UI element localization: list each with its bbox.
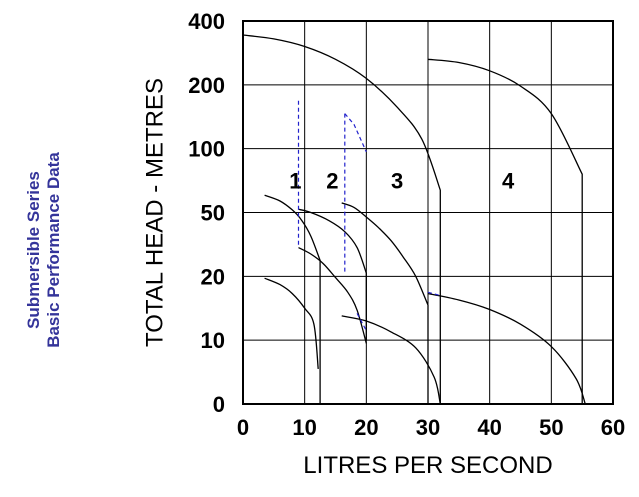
x-tick-label: 30 bbox=[416, 415, 440, 440]
y-tick-labels: 0 10 20 50 100 200 400 bbox=[188, 9, 225, 417]
x-tick-label: 20 bbox=[354, 415, 378, 440]
region-label: 4 bbox=[502, 169, 515, 194]
x-tick-label: 40 bbox=[477, 415, 501, 440]
y-tick-label: 400 bbox=[188, 9, 225, 34]
crossover-curve bbox=[356, 313, 367, 331]
x-tick-label: 10 bbox=[292, 415, 316, 440]
performance-curve bbox=[242, 34, 441, 404]
performance-curve bbox=[427, 58, 583, 404]
y-tick-label: 20 bbox=[201, 264, 225, 289]
y-tick-label: 10 bbox=[201, 328, 225, 353]
y-tick-label: 200 bbox=[188, 73, 225, 98]
performance-curve bbox=[264, 277, 319, 369]
performance-curve bbox=[341, 202, 429, 404]
region-label: 2 bbox=[326, 169, 338, 194]
region-label: 3 bbox=[391, 169, 403, 194]
plot-frame bbox=[242, 20, 614, 405]
x-tick-label: 60 bbox=[601, 415, 625, 440]
x-axis-label: LITRES PER SECOND bbox=[303, 452, 552, 479]
performance-curve bbox=[264, 194, 321, 404]
y-tick-label: 50 bbox=[201, 201, 225, 226]
performance-curve bbox=[298, 247, 367, 344]
y-axis-label: TOTAL HEAD - METRES bbox=[141, 78, 168, 347]
crossover-curve bbox=[427, 291, 441, 297]
x-tick-label: 50 bbox=[539, 415, 563, 440]
region-label: 1 bbox=[289, 169, 301, 194]
x-tick-label: 0 bbox=[237, 415, 249, 440]
performance-curve bbox=[341, 315, 441, 405]
y-tick-label: 100 bbox=[188, 137, 225, 162]
y-tick-label: 0 bbox=[213, 392, 225, 417]
crossover-curve bbox=[344, 113, 367, 153]
x-tick-labels: 0 10 20 30 40 50 60 bbox=[237, 415, 625, 440]
performance-curves bbox=[242, 34, 586, 405]
performance-curve bbox=[298, 208, 367, 341]
performance-curve bbox=[427, 292, 586, 405]
